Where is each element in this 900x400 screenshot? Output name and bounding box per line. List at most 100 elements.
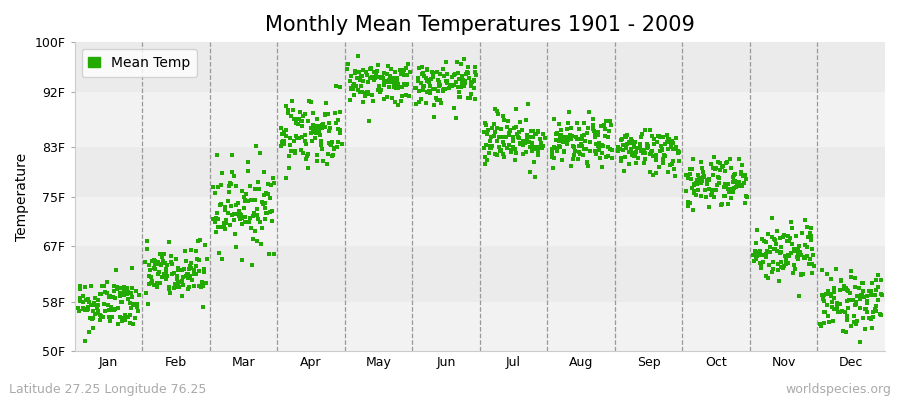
Point xyxy=(598,118,613,124)
Point xyxy=(862,315,877,322)
Point xyxy=(373,74,387,80)
Point xyxy=(508,146,522,153)
Point xyxy=(834,308,849,314)
Point xyxy=(369,68,383,74)
Point xyxy=(706,165,720,171)
Point xyxy=(431,77,446,83)
Point xyxy=(319,100,333,106)
Point xyxy=(86,324,100,331)
Point xyxy=(702,176,716,182)
Point xyxy=(217,220,231,227)
Point xyxy=(478,120,492,126)
Point xyxy=(760,274,775,281)
Point xyxy=(512,140,526,146)
Point xyxy=(379,79,393,85)
Point xyxy=(140,301,155,307)
Point xyxy=(546,116,561,122)
Point xyxy=(840,287,854,294)
Point xyxy=(451,84,465,90)
Point xyxy=(350,87,365,93)
Point xyxy=(330,116,345,123)
Point xyxy=(423,82,437,89)
Point xyxy=(769,240,783,247)
Point xyxy=(734,182,748,188)
Point xyxy=(393,71,408,77)
Point xyxy=(826,289,841,296)
Point xyxy=(385,77,400,84)
Point xyxy=(281,110,295,116)
Point xyxy=(849,300,863,307)
Point xyxy=(827,306,842,312)
Point xyxy=(761,262,776,269)
Point xyxy=(694,159,708,165)
Point xyxy=(635,150,650,156)
Point xyxy=(162,238,176,245)
Point xyxy=(773,250,788,256)
Point xyxy=(117,314,131,321)
Point xyxy=(572,126,586,132)
Point xyxy=(555,157,570,163)
Point xyxy=(354,83,368,90)
Point xyxy=(768,237,782,243)
Point xyxy=(349,75,364,82)
Point xyxy=(86,315,101,322)
Point xyxy=(130,304,144,310)
Point xyxy=(601,144,616,150)
Point xyxy=(520,132,535,138)
Point xyxy=(238,214,253,221)
Point xyxy=(383,73,398,80)
Point xyxy=(661,136,675,142)
Point xyxy=(437,86,452,92)
Point xyxy=(501,142,516,148)
Point xyxy=(343,78,357,85)
Point xyxy=(184,260,199,266)
Point xyxy=(86,300,101,306)
Point xyxy=(727,178,742,184)
Point xyxy=(429,69,444,76)
Point xyxy=(183,263,197,269)
Point xyxy=(73,283,87,289)
Point xyxy=(374,87,388,93)
Point xyxy=(544,151,559,158)
Point xyxy=(549,130,563,137)
Point xyxy=(868,306,882,312)
Point xyxy=(567,152,581,158)
Point xyxy=(464,78,479,85)
Point xyxy=(346,86,360,92)
Point xyxy=(636,160,651,167)
Point xyxy=(327,146,341,152)
Point xyxy=(445,83,459,90)
Point xyxy=(238,197,252,203)
Point xyxy=(145,278,159,285)
Point xyxy=(817,292,832,298)
Point xyxy=(628,149,643,156)
Point xyxy=(706,187,721,193)
Point xyxy=(652,133,667,140)
Point xyxy=(531,129,545,136)
Point xyxy=(580,160,595,166)
Point xyxy=(656,134,670,140)
Point xyxy=(724,156,738,162)
Point xyxy=(78,338,93,344)
Point xyxy=(732,182,746,188)
Point xyxy=(218,207,232,213)
Point xyxy=(528,131,543,137)
Point xyxy=(600,134,615,140)
Point xyxy=(716,164,730,170)
Point xyxy=(787,262,801,268)
Point xyxy=(610,148,625,154)
Point xyxy=(301,151,315,157)
Point xyxy=(605,155,619,161)
Point xyxy=(209,214,223,221)
Point xyxy=(155,274,169,280)
Point xyxy=(778,253,792,260)
Point xyxy=(195,304,210,310)
Point xyxy=(178,273,193,280)
Point xyxy=(290,116,304,122)
Point xyxy=(664,144,679,150)
Point xyxy=(680,172,694,179)
Point xyxy=(857,294,871,300)
Point xyxy=(865,325,879,332)
Point xyxy=(687,182,701,188)
Point xyxy=(335,141,349,147)
